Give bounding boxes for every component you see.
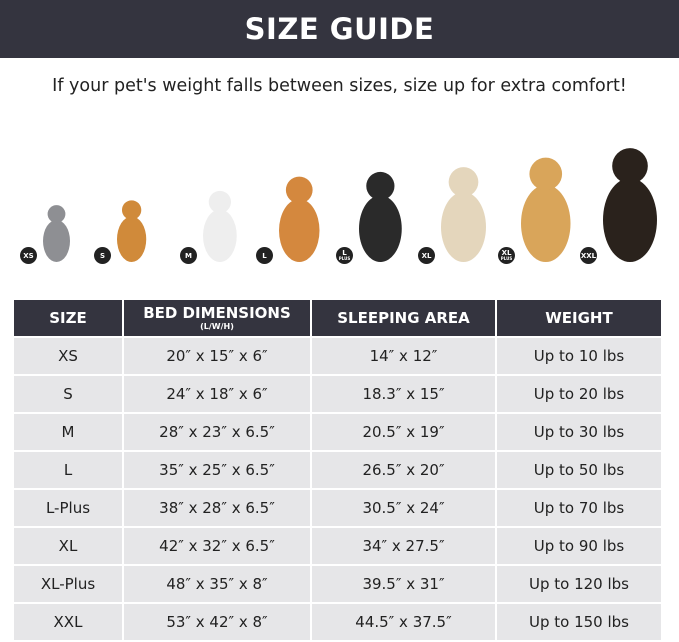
dog-image <box>441 167 486 262</box>
header-weight: WEIGHT <box>497 300 661 336</box>
cell-size: XL <box>14 528 122 564</box>
pet-lineup: XS S M L L PLUS XL XL PLUS XXL <box>0 140 679 270</box>
cell-weight: Up to 10 lbs <box>497 338 661 374</box>
table-row: XL 42″ x 32″ x 6.5″ 34″ x 27.5″ Up to 90 lb… <box>14 528 661 564</box>
cat-image <box>43 205 70 262</box>
size-badge: XXL <box>580 247 597 264</box>
cell-sleeping-area: 18.3″ x 15″ <box>312 376 495 412</box>
cell-size: S <box>14 376 122 412</box>
table-row: M 28″ x 23″ x 6.5″ 20.5″ x 19″ Up to 30 lbs <box>14 414 661 450</box>
cell-size: L-Plus <box>14 490 122 526</box>
cell-size: XL-Plus <box>14 566 122 602</box>
size-badge: S <box>94 247 111 264</box>
cell-weight: Up to 20 lbs <box>497 376 661 412</box>
page-title: SIZE GUIDE <box>0 0 679 58</box>
cell-sleeping-area: 26.5″ x 20″ <box>312 452 495 488</box>
cell-weight: Up to 50 lbs <box>497 452 661 488</box>
cell-sleeping-area: 14″ x 12″ <box>312 338 495 374</box>
cell-size: XS <box>14 338 122 374</box>
size-badge: L PLUS <box>336 247 353 264</box>
dog-image <box>117 200 147 262</box>
table-row: L 35″ x 25″ x 6.5″ 26.5″ x 20″ Up to 50 lbs <box>14 452 661 488</box>
cell-bed-dimensions: 38″ x 28″ x 6.5″ <box>124 490 310 526</box>
cell-bed-dimensions: 53″ x 42″ x 8″ <box>124 604 310 640</box>
dog-image <box>279 176 320 262</box>
table-row: XXL 53″ x 42″ x 8″ 44.5″ x 37.5″ Up to 150 … <box>14 604 661 640</box>
table-row: XS 20″ x 15″ x 6″ 14″ x 12″ Up to 10 lbs <box>14 338 661 374</box>
cell-sleeping-area: 30.5″ x 24″ <box>312 490 495 526</box>
size-badge: L <box>256 247 273 264</box>
cell-sleeping-area: 34″ x 27.5″ <box>312 528 495 564</box>
header-size: SIZE <box>14 300 122 336</box>
cell-bed-dimensions: 20″ x 15″ x 6″ <box>124 338 310 374</box>
dog-image <box>521 157 571 262</box>
cell-bed-dimensions: 48″ x 35″ x 8″ <box>124 566 310 602</box>
cell-bed-dimensions: 24″ x 18″ x 6″ <box>124 376 310 412</box>
dog-image <box>203 190 237 262</box>
cell-weight: Up to 30 lbs <box>497 414 661 450</box>
cell-size: XXL <box>14 604 122 640</box>
dog-image <box>603 148 657 262</box>
cell-weight: Up to 90 lbs <box>497 528 661 564</box>
size-badge: XS <box>20 247 37 264</box>
cell-size: M <box>14 414 122 450</box>
header-bed-dimensions: BED DIMENSIONS (L/W/H) <box>124 300 310 336</box>
size-table: SIZE BED DIMENSIONS (L/W/H) SLEEPING AREA… <box>12 298 663 642</box>
cell-weight: Up to 150 lbs <box>497 604 661 640</box>
cell-sleeping-area: 39.5″ x 31″ <box>312 566 495 602</box>
subtitle: If your pet's weight falls between sizes… <box>52 76 627 96</box>
cell-bed-dimensions: 28″ x 23″ x 6.5″ <box>124 414 310 450</box>
table-row: XL-Plus 48″ x 35″ x 8″ 39.5″ x 31″ Up to 12… <box>14 566 661 602</box>
cell-bed-dimensions: 42″ x 32″ x 6.5″ <box>124 528 310 564</box>
cell-bed-dimensions: 35″ x 25″ x 6.5″ <box>124 452 310 488</box>
table-header-row: SIZE BED DIMENSIONS (L/W/H) SLEEPING AREA… <box>14 300 661 336</box>
cell-sleeping-area: 20.5″ x 19″ <box>312 414 495 450</box>
size-badge: XL PLUS <box>498 247 515 264</box>
cell-sleeping-area: 44.5″ x 37.5″ <box>312 604 495 640</box>
table-row: S 24″ x 18″ x 6″ 18.3″ x 15″ Up to 20 lbs <box>14 376 661 412</box>
size-badge: M <box>180 247 197 264</box>
dog-image <box>359 171 402 262</box>
table-row: L-Plus 38″ x 28″ x 6.5″ 30.5″ x 24″ Up to 7… <box>14 490 661 526</box>
cell-weight: Up to 70 lbs <box>497 490 661 526</box>
size-badge: XL <box>418 247 435 264</box>
header-sleeping-area: SLEEPING AREA <box>312 300 495 336</box>
cell-size: L <box>14 452 122 488</box>
cell-weight: Up to 120 lbs <box>497 566 661 602</box>
